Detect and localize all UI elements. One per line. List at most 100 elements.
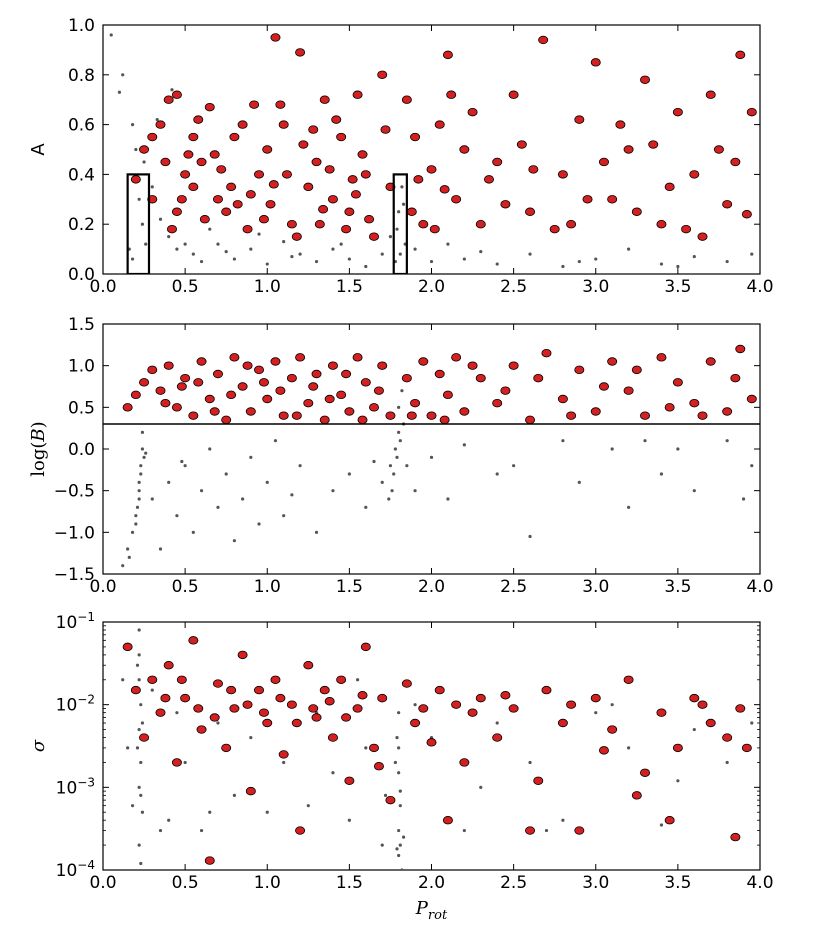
grey-point — [137, 843, 141, 847]
red-point — [319, 685, 330, 695]
red-point — [656, 353, 667, 362]
grey-point — [401, 835, 406, 839]
x-tick-label: 3.0 — [582, 277, 609, 297]
red-point — [508, 90, 519, 99]
red-point — [199, 215, 210, 224]
grey-point — [594, 257, 598, 261]
red-point — [475, 373, 486, 383]
grey-point — [183, 242, 187, 246]
red-point — [352, 353, 363, 362]
grey-point — [216, 721, 220, 725]
red-point — [656, 708, 667, 717]
grey-point — [741, 497, 746, 501]
panel-sigma: 0.0 0.5 1.0 1.5 2.0 2.5 3.0 3.5 4.0 10−4 10−3 10−2 1… — [28, 610, 774, 923]
red-point — [268, 180, 279, 189]
grey-point — [725, 760, 729, 765]
grey-point — [216, 242, 220, 246]
red-point — [212, 679, 223, 688]
red-point — [122, 642, 133, 652]
grey-point — [199, 259, 204, 264]
red-point — [278, 120, 289, 129]
y-tick-label: 10−4 — [56, 858, 95, 881]
red-point — [664, 182, 675, 192]
x-tick-label: 4.0 — [746, 277, 773, 297]
red-point — [483, 175, 494, 184]
y-tick-label: −1.0 — [54, 523, 95, 543]
red-point — [254, 685, 265, 695]
red-point — [242, 700, 253, 709]
x-tick-label: 2.0 — [418, 577, 445, 597]
red-point — [270, 675, 281, 684]
red-point — [281, 170, 292, 179]
red-point — [566, 411, 577, 420]
grey-point — [561, 818, 565, 822]
grey-point — [397, 405, 401, 409]
red-point — [525, 826, 536, 835]
grey-point — [175, 514, 179, 518]
red-point — [500, 200, 511, 209]
red-point — [451, 700, 462, 709]
grey-point — [413, 247, 417, 251]
red-point — [237, 120, 248, 129]
red-point — [163, 95, 174, 104]
red-point — [533, 776, 544, 785]
grey-point — [216, 505, 220, 509]
grey-point — [282, 514, 286, 518]
x-tick-label: 0.5 — [172, 873, 199, 893]
red-point — [525, 415, 536, 425]
plot-frame — [102, 323, 761, 575]
grey-point — [479, 785, 483, 789]
red-point — [278, 750, 289, 759]
red-point — [188, 636, 199, 645]
red-point — [249, 100, 260, 109]
red-point — [672, 378, 683, 387]
red-point — [232, 200, 243, 209]
x-tick-label: 2.0 — [418, 277, 445, 297]
red-point — [291, 718, 302, 728]
red-point — [216, 165, 227, 174]
grey-point — [137, 489, 141, 493]
red-point — [475, 693, 486, 703]
grey-point — [390, 489, 394, 493]
red-point — [275, 693, 286, 703]
grey-point — [627, 746, 631, 750]
red-point — [410, 718, 421, 728]
grey-point — [397, 853, 401, 858]
red-point — [590, 58, 601, 67]
y-tick-label: −0.5 — [54, 482, 95, 502]
grey-point — [395, 227, 399, 231]
y-tick-label: 1.5 — [68, 315, 95, 335]
red-point — [574, 826, 585, 835]
grey-point — [561, 439, 565, 443]
grey-point — [282, 760, 286, 765]
grey-point — [224, 249, 228, 254]
red-point — [656, 219, 667, 229]
x-tick-label: 3.5 — [664, 873, 691, 893]
red-point — [377, 70, 388, 79]
red-point — [229, 704, 240, 713]
red-point — [369, 232, 380, 241]
red-point — [672, 107, 683, 117]
red-point — [298, 140, 309, 149]
red-point — [327, 195, 338, 204]
grey-point — [610, 703, 614, 707]
grey-point — [395, 847, 399, 851]
red-point — [180, 693, 191, 703]
red-point — [155, 386, 166, 395]
grey-point — [561, 264, 565, 269]
grey-point — [249, 455, 253, 459]
red-point — [295, 826, 306, 835]
grey-point — [142, 160, 146, 164]
x-tick-label: 1.0 — [254, 277, 281, 297]
grey-point — [130, 530, 135, 534]
red-point — [730, 373, 741, 383]
y-tick-label: 0.0 — [68, 265, 95, 285]
red-point — [722, 200, 733, 209]
red-point — [341, 713, 352, 722]
red-point — [467, 361, 478, 370]
grey-point — [676, 264, 680, 269]
grey-point — [241, 497, 245, 501]
red-point — [160, 693, 171, 703]
grey-point — [364, 746, 368, 750]
grey-point — [750, 252, 754, 256]
